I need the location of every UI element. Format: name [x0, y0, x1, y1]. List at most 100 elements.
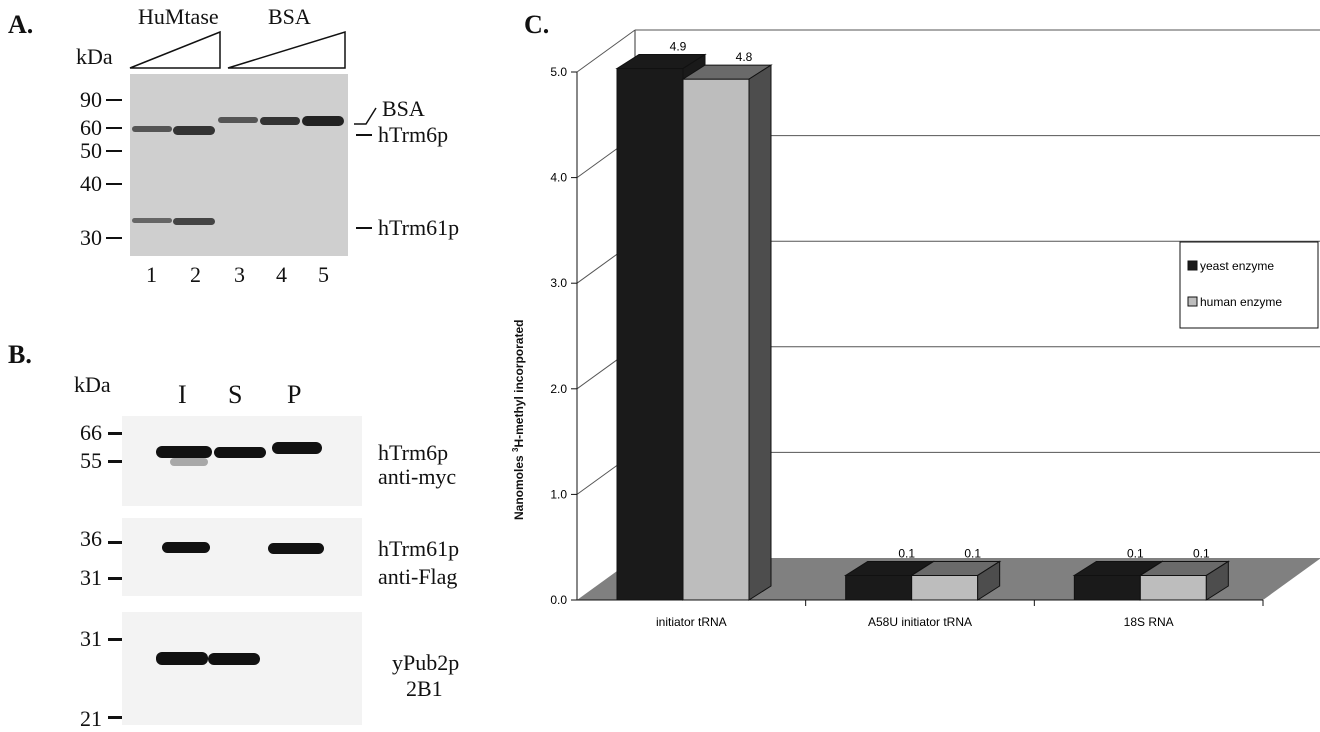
blot-antibody-label: anti-myc [378, 464, 457, 489]
bar-front [616, 68, 684, 601]
gel-band [302, 116, 344, 126]
bar-side [748, 64, 772, 601]
blot-protein-label: hTrm61p [378, 536, 460, 561]
bar-front [1139, 574, 1207, 601]
blot-protein-label: hTrm6p [378, 440, 449, 465]
mw-marker: 90 [80, 87, 102, 112]
gel-band [132, 126, 172, 132]
y-tick-label: 1.0 [550, 487, 567, 501]
mw-marker: 50 [80, 138, 102, 163]
bar-front [911, 574, 979, 601]
panel-b-label: B. [8, 340, 32, 369]
bar-data-label: 4.9 [670, 40, 687, 54]
blot-marker: 36 [80, 526, 102, 551]
blot-marker: 21 [80, 706, 102, 731]
blot-band [208, 653, 260, 665]
blot-antibody-label: 2B1 [406, 676, 443, 701]
band-label-bsa: BSA [382, 96, 425, 121]
blot-band [170, 458, 208, 466]
mw-marker: 30 [80, 225, 102, 250]
bar-data-label: 0.1 [1127, 546, 1144, 560]
concentration-wedges [129, 30, 346, 69]
bar-data-label: 0.1 [1193, 546, 1210, 560]
panel-a-kda-label: kDa [76, 44, 113, 69]
bar-front [682, 78, 750, 601]
western-blot-ypub2p [122, 612, 362, 725]
band-label-htrm6p: hTrm6p [378, 122, 449, 147]
humtase-group-label: HuMtase [138, 4, 219, 29]
coomassie-gel [130, 74, 348, 256]
y-tick-label: 0.0 [550, 593, 567, 607]
marker-tick [106, 99, 122, 101]
bsa-group-label: BSA [268, 4, 311, 29]
blot-marker: 55 [80, 448, 102, 473]
legend-label: yeast enzyme [1200, 259, 1274, 273]
panel-b-kda-label: kDa [74, 372, 111, 397]
bar-data-label: 0.1 [964, 546, 981, 560]
lane-number: 1 [146, 262, 157, 287]
legend-label: human enzyme [1200, 295, 1282, 309]
western-blot-htrm6p [122, 416, 362, 506]
lane-number: 4 [276, 262, 287, 287]
bar-data-label: 0.1 [898, 546, 915, 560]
bsa-label-leader [354, 107, 377, 125]
blot-band [156, 446, 212, 458]
blot-marker: 31 [80, 565, 102, 590]
blot-band [214, 447, 266, 458]
blot-band [268, 543, 324, 554]
bar-front [1073, 574, 1141, 601]
blot-antibody-label: anti-Flag [378, 564, 458, 589]
bar-data-label: 4.8 [736, 50, 753, 64]
legend-swatch [1187, 260, 1198, 271]
y-axis-title: Nanomoles 3H-methyl incorporated [511, 319, 526, 520]
lane-number: 5 [318, 262, 329, 287]
gel-band [218, 117, 258, 123]
marker-tick [106, 127, 122, 129]
western-blot-htrm61p [122, 518, 362, 596]
label-tick [356, 134, 372, 136]
chart-legend [1179, 241, 1319, 329]
x-category-label: 18S RNA [1124, 615, 1174, 629]
marker-tick [108, 577, 122, 580]
fraction-label-pellet: P [287, 380, 302, 409]
lane-number: 2 [190, 262, 201, 287]
methylation-bar-chart: 0.0 1.0 2.0 3.0 4.0 5.0 initiator tRNA 4.9 4.8 A5… [550, 29, 1320, 629]
blot-marker: 31 [80, 626, 102, 651]
bsa-wedge [227, 30, 346, 69]
y-tick-label: 3.0 [550, 276, 567, 290]
gel-band [260, 117, 300, 125]
blot-band [162, 542, 210, 553]
marker-tick [108, 460, 122, 463]
bar-front [845, 574, 913, 601]
mw-marker: 40 [80, 171, 102, 196]
blot-marker: 66 [80, 420, 102, 445]
label-tick [356, 227, 372, 229]
bar-side [977, 560, 1001, 601]
panel-c-label: C. [524, 10, 550, 39]
y-tick-label: 2.0 [550, 382, 567, 396]
gel-band [173, 126, 215, 135]
band-label-htrm61p: hTrm61p [378, 215, 460, 240]
y-tick-label: 4.0 [550, 171, 567, 185]
side-gridline [576, 29, 636, 73]
marker-tick [108, 638, 122, 641]
fraction-label-supernatant: S [228, 380, 243, 409]
lane-number: 3 [234, 262, 245, 287]
humtase-wedge [129, 30, 221, 69]
y-tick-label: 5.0 [550, 65, 567, 79]
marker-tick [106, 237, 122, 239]
marker-tick [106, 150, 122, 152]
fraction-label-input: I [178, 380, 187, 409]
marker-tick [108, 432, 122, 435]
marker-tick [106, 183, 122, 185]
blot-protein-label: yPub2p [392, 650, 460, 675]
x-category-label: initiator tRNA [656, 615, 727, 629]
x-category-label: A58U initiator tRNA [868, 615, 972, 629]
blot-band [156, 652, 208, 665]
marker-tick [108, 716, 122, 719]
marker-tick [108, 541, 122, 544]
blot-band [272, 442, 322, 454]
gel-band [132, 218, 172, 223]
panel-a-label: A. [8, 10, 34, 39]
legend-swatch [1187, 296, 1198, 307]
